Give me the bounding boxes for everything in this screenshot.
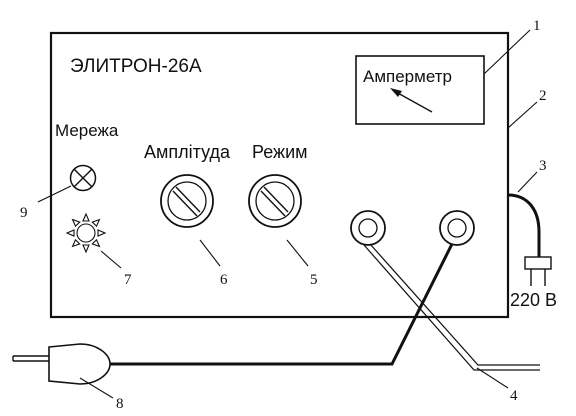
indicator-light-icon — [65, 212, 107, 254]
network-lamp-icon — [69, 164, 97, 192]
mode-knob-icon — [248, 174, 302, 228]
electrode-cable-thick — [106, 243, 454, 366]
callout-leaders — [37, 29, 538, 399]
power-cord — [507, 193, 541, 257]
callout-5: 5 — [310, 272, 318, 288]
callout-2: 2 — [539, 88, 547, 104]
amplitude-knob-icon — [160, 174, 214, 228]
electrode-cable-thin — [363, 243, 540, 371]
callout-6: 6 — [220, 272, 228, 288]
power-plug-icon — [524, 256, 552, 286]
network-label: Мережа — [55, 121, 119, 140]
socket-right-icon — [439, 210, 475, 246]
callout-7: 7 — [124, 272, 132, 288]
ammeter-arrow — [390, 88, 433, 113]
ammeter-label: Амперметр — [363, 67, 452, 86]
callout-4: 4 — [510, 388, 518, 404]
device-title: ЭЛИТРОН-26А — [70, 56, 202, 77]
callout-1: 1 — [533, 18, 541, 34]
callout-3: 3 — [539, 158, 547, 174]
callout-8: 8 — [116, 396, 124, 412]
amplitude-label: Амплітуда — [144, 142, 231, 162]
voltage-label: 220 В — [510, 290, 557, 310]
callout-9: 9 — [20, 205, 28, 221]
probe-icon — [12, 343, 111, 385]
mode-label: Режим — [252, 142, 308, 162]
socket-left-icon — [350, 210, 386, 246]
ammeter-box — [355, 55, 485, 125]
